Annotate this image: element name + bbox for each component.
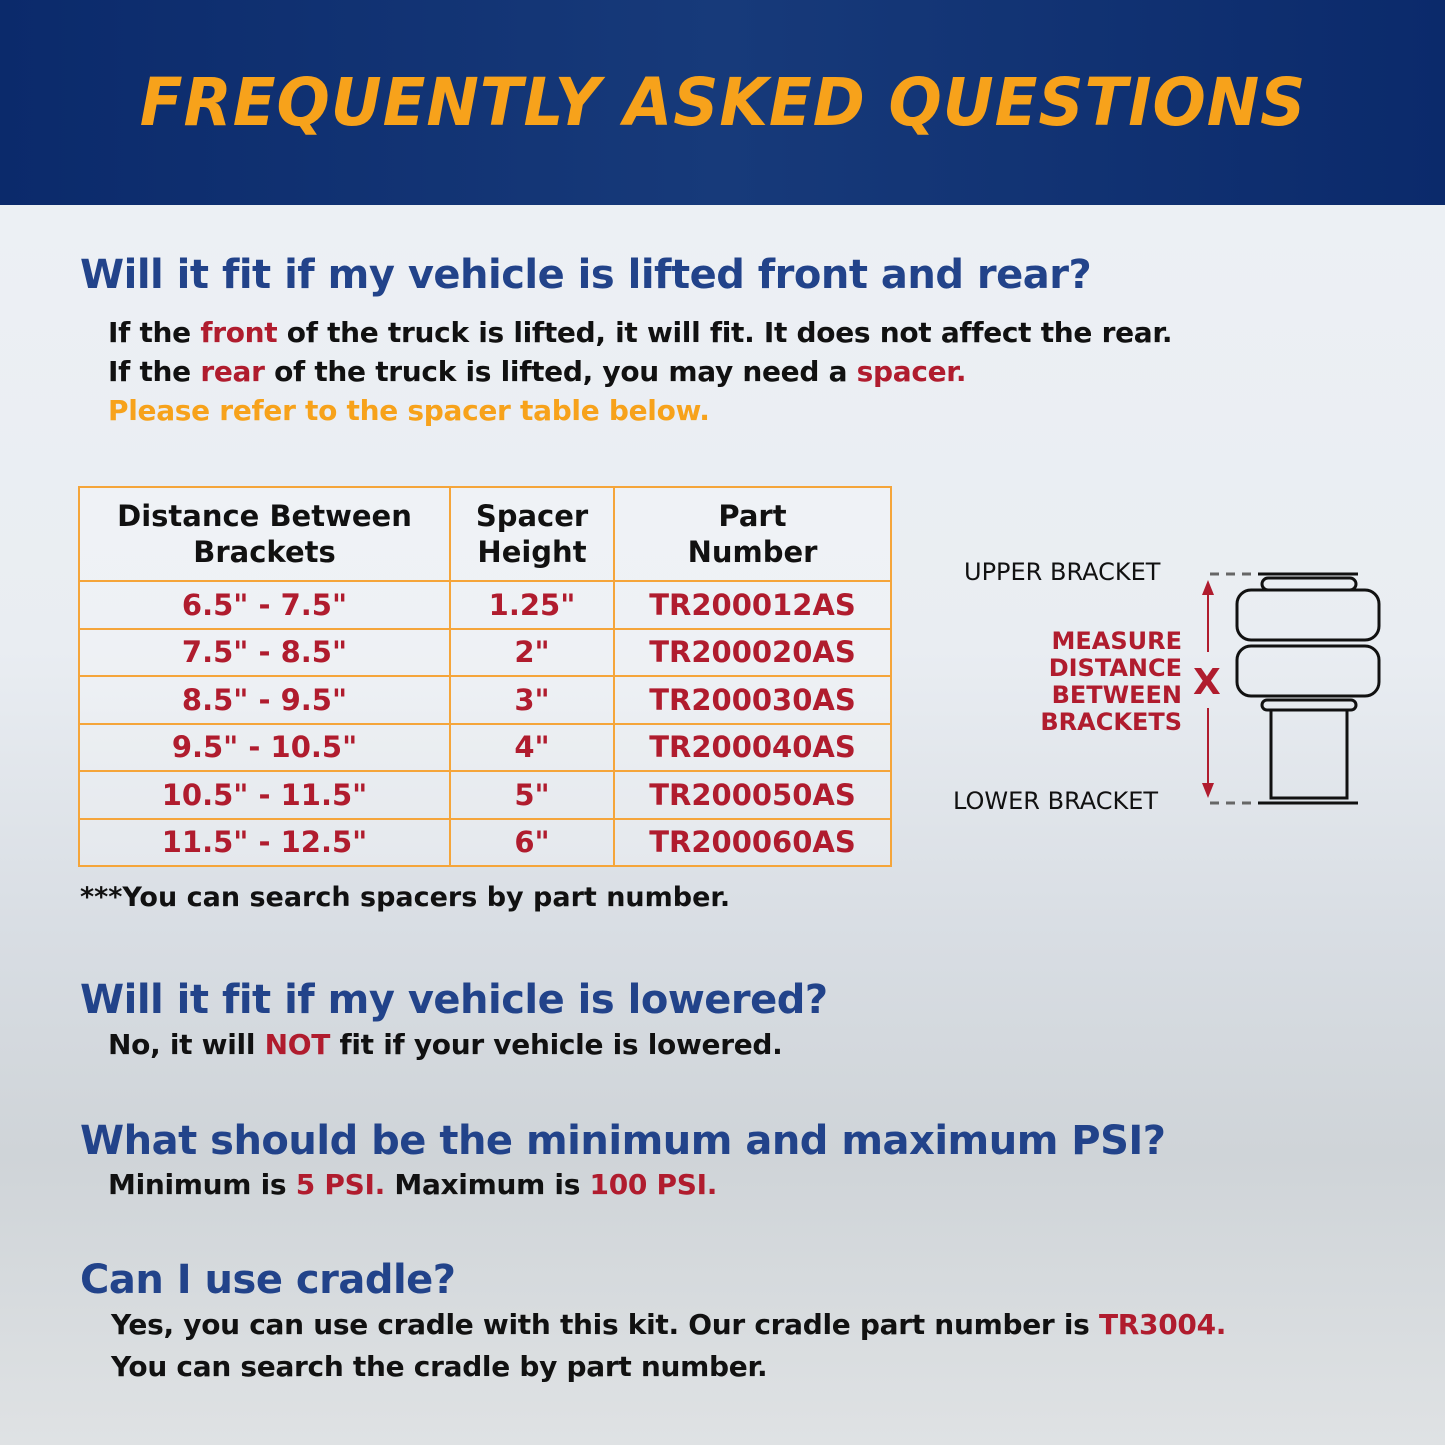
faq-question-lowered: Will it fit if my vehicle is lowered? <box>80 977 828 1023</box>
spacer-table: Distance Between Brackets Spacer Height … <box>78 486 892 867</box>
measure-label: MEASURE DISTANCE BETWEEN BRACKETS <box>1040 627 1182 736</box>
distance-cell: 11.5" - 12.5" <box>78 817 451 867</box>
faq-question-cradle: Can I use cradle? <box>80 1257 456 1303</box>
faq-answer-lowered: No, it will NOT fit if your vehicle is l… <box>108 1025 783 1064</box>
distance-cell: 8.5" - 9.5" <box>78 675 451 725</box>
text: Minimum is <box>108 1168 296 1201</box>
column-header: Part Number <box>613 486 892 582</box>
part-number-cell: TR200050AS <box>613 770 892 820</box>
part-number-cell: TR200030AS <box>613 675 892 725</box>
x-label: X <box>1193 662 1221 703</box>
highlight: rear <box>200 355 265 388</box>
air-bag-icon <box>1202 572 1381 805</box>
distance-cell: 9.5" - 10.5" <box>78 722 451 772</box>
part-number-cell: TR200060AS <box>613 817 892 867</box>
table-row: 11.5" - 12.5" 6" TR200060AS <box>78 817 892 867</box>
part-number-cell: TR200040AS <box>613 722 892 772</box>
part-number-cell: TR200012AS <box>613 580 892 630</box>
table-row: 8.5" - 9.5" 3" TR200030AS <box>78 675 892 725</box>
spacer-height-cell: 2" <box>449 627 615 677</box>
part-number-cell: TR200020AS <box>613 627 892 677</box>
text: Maximum is <box>384 1168 590 1201</box>
distance-cell: 6.5" - 7.5" <box>78 580 451 630</box>
spacer-height-cell: 5" <box>449 770 615 820</box>
faq-answer-cradle: Yes, you can use cradle with this kit. O… <box>111 1304 1226 1388</box>
header-banner: FREQUENTLY ASKED QUESTIONS <box>0 0 1445 205</box>
text: You can search the cradle by part number… <box>111 1350 768 1383</box>
column-header: Distance Between Brackets <box>78 486 451 582</box>
text: If the <box>108 355 201 388</box>
spacer-height-cell: 1.25" <box>449 580 615 630</box>
table-row: 7.5" - 8.5" 2" TR200020AS <box>78 627 892 677</box>
highlight: NOT <box>264 1028 331 1061</box>
text: of the truck is lifted, you may need a <box>264 355 857 388</box>
bracket-diagram: UPPER BRACKET LOWER BRACKET MEASURE DIST… <box>940 550 1400 830</box>
spacer-height-cell: 3" <box>449 675 615 725</box>
text: No, it will <box>108 1028 265 1061</box>
spacer-height-cell: 6" <box>449 817 615 867</box>
spacer-height-cell: 4" <box>449 722 615 772</box>
text: fit if your vehicle is lowered. <box>330 1028 783 1061</box>
faq-question-psi: What should be the minimum and maximum P… <box>80 1118 1166 1164</box>
upper-bracket-label: UPPER BRACKET <box>964 558 1161 586</box>
table-header-row: Distance Between Brackets Spacer Height … <box>78 486 892 582</box>
column-header: Spacer Height <box>449 486 615 582</box>
text: of the truck is lifted, it will fit. It … <box>277 316 1173 349</box>
refer-note: Please refer to the spacer table below. <box>108 394 710 427</box>
highlight: TR3004. <box>1098 1308 1227 1341</box>
table-row: 9.5" - 10.5" 4" TR200040AS <box>78 722 892 772</box>
lower-bracket-label: LOWER BRACKET <box>953 787 1159 815</box>
table-row: 10.5" - 11.5" 5" TR200050AS <box>78 770 892 820</box>
text: If the <box>108 316 201 349</box>
table-row: 6.5" - 7.5" 1.25" TR200012AS <box>78 580 892 630</box>
highlight: front <box>200 316 278 349</box>
distance-cell: 10.5" - 11.5" <box>78 770 451 820</box>
text: Yes, you can use cradle with this kit. O… <box>111 1308 1099 1341</box>
faq-answer-lifted: If the front of the truck is lifted, it … <box>108 313 1173 430</box>
highlight: 100 PSI. <box>589 1168 718 1201</box>
faq-question-lifted: Will it fit if my vehicle is lifted fron… <box>80 252 1092 298</box>
search-note: ***You can search spacers by part number… <box>80 882 731 913</box>
distance-cell: 7.5" - 8.5" <box>78 627 451 677</box>
faq-answer-psi: Minimum is 5 PSI. Maximum is 100 PSI. <box>108 1165 717 1204</box>
highlight: 5 PSI. <box>295 1168 385 1201</box>
highlight: spacer. <box>856 355 967 388</box>
page-title: FREQUENTLY ASKED QUESTIONS <box>139 64 1306 141</box>
